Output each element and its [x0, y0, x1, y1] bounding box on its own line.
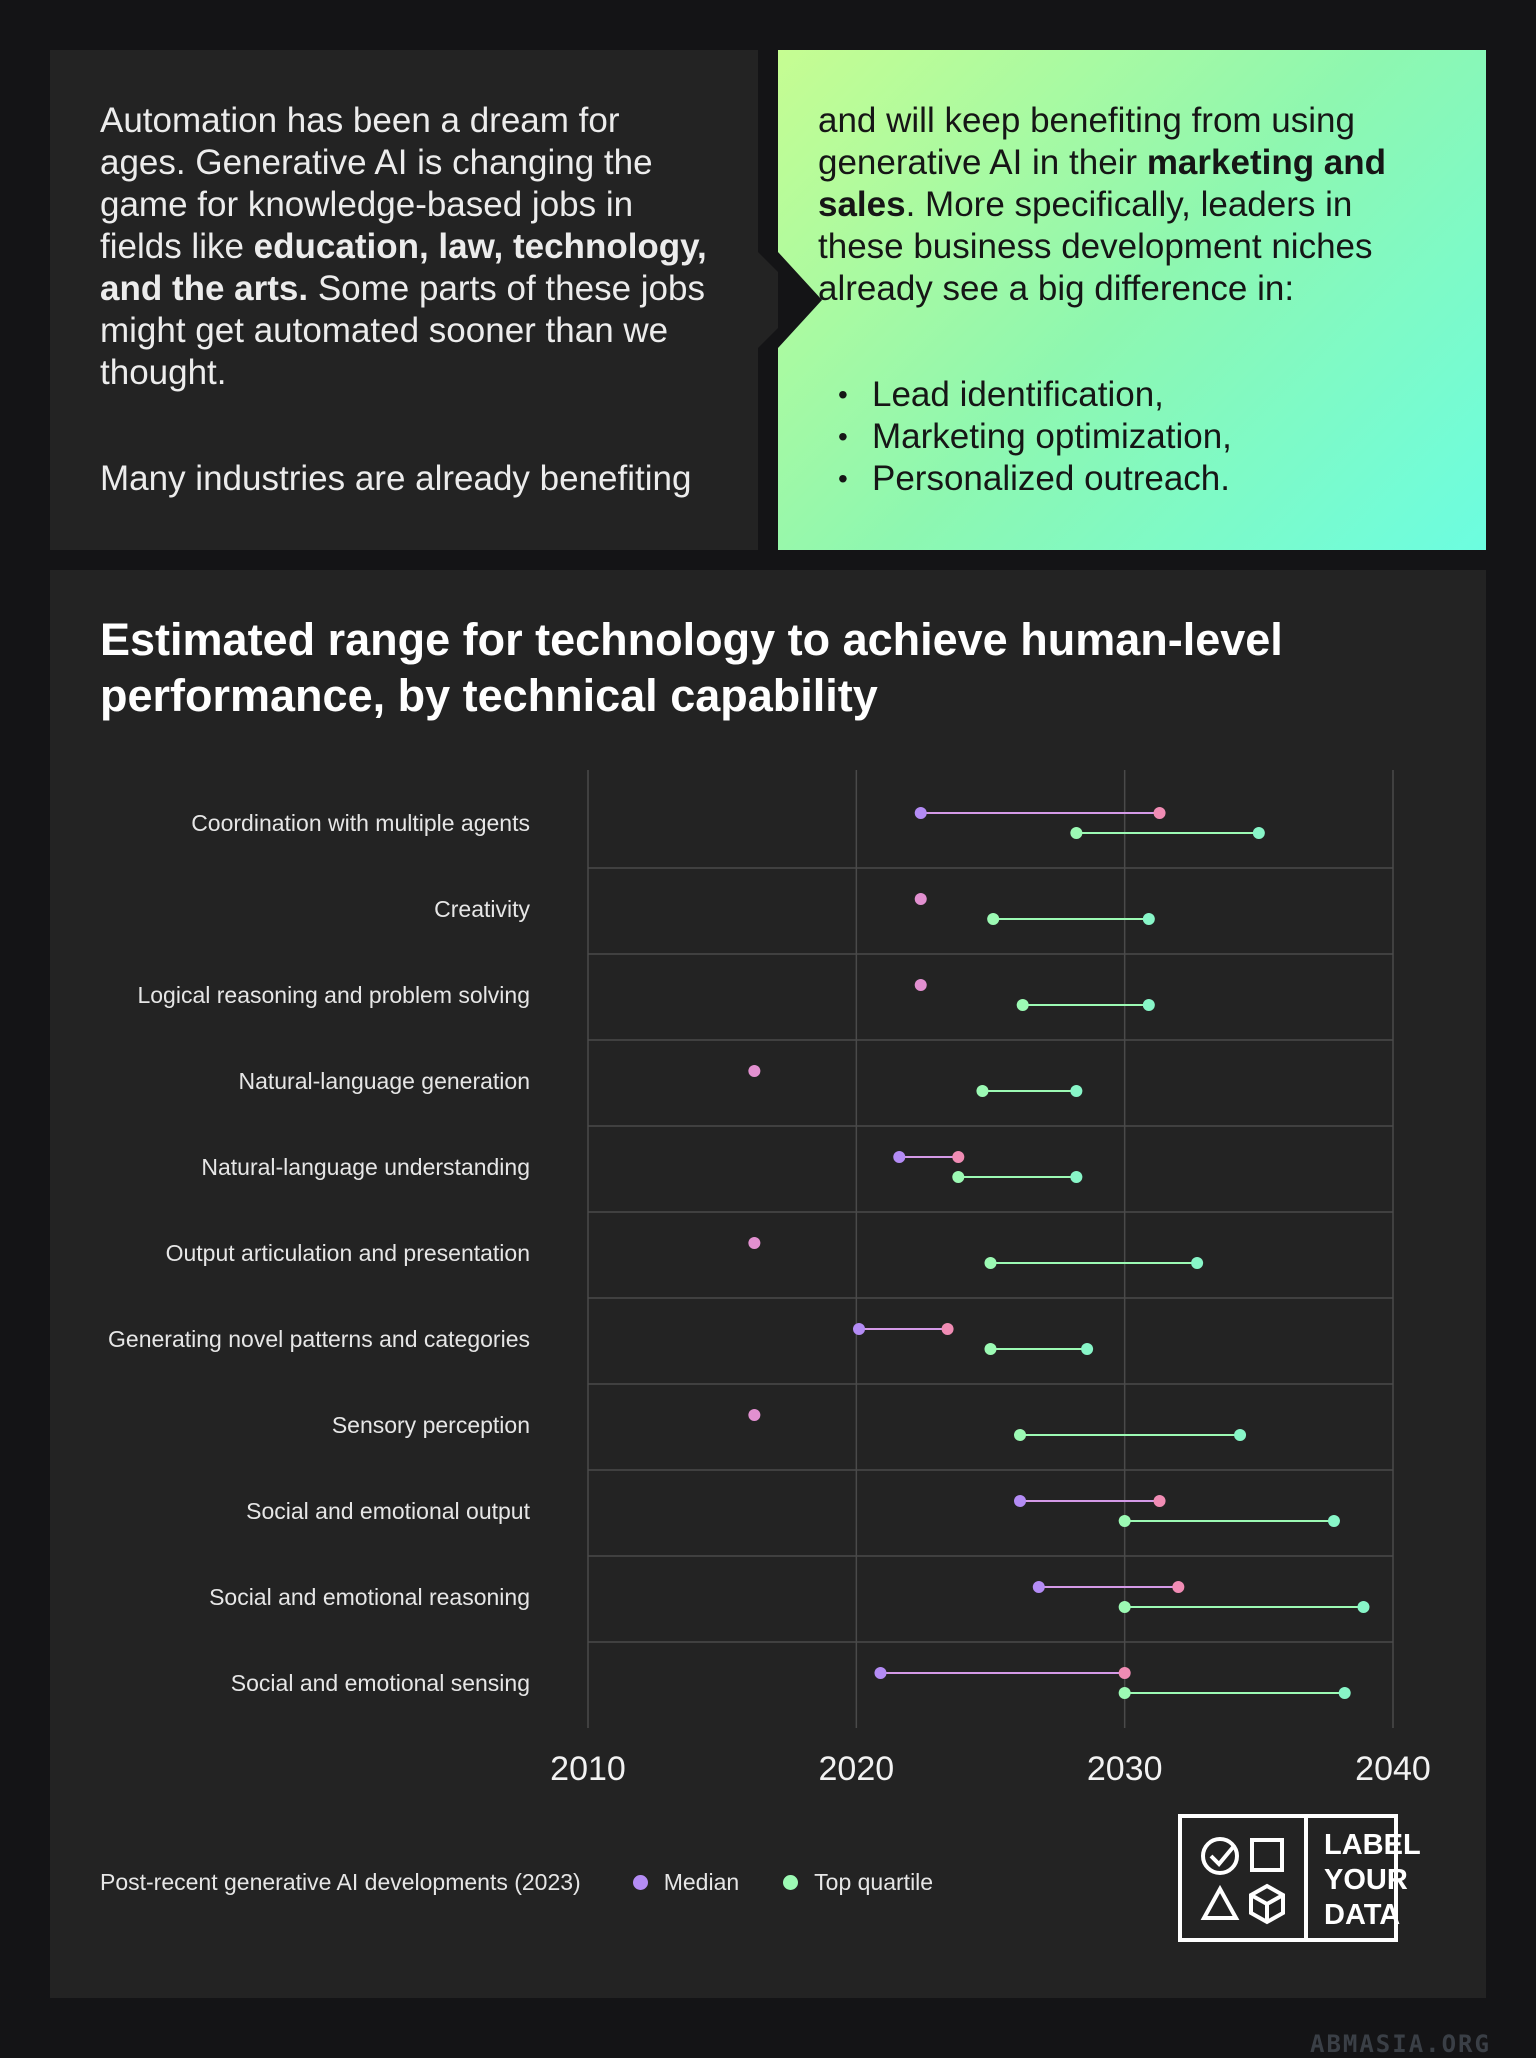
dumbbell-chart: 2010 2020 2030 2040 Coordination with multip…	[108, 770, 1431, 1788]
watermark: ABMASIA.ORG	[1310, 2030, 1491, 2058]
median-point	[748, 1065, 761, 1077]
top-quartile-start-point	[984, 1257, 997, 1269]
median-end-point	[1153, 1495, 1166, 1507]
median-end-point	[1172, 1581, 1185, 1593]
top-quartile-end-point	[1252, 827, 1265, 839]
x-tick-label: 2040	[1355, 1750, 1431, 1788]
legend-median-dot	[632, 1874, 648, 1890]
intro-text: Some parts of these jobs might get autom…	[100, 269, 705, 392]
median-start-point	[914, 807, 927, 819]
top-quartile-start-point	[1118, 1515, 1131, 1527]
legend-top-quartile-dot	[783, 1874, 799, 1890]
legend-top-quartile-label: Top quartile	[814, 1868, 934, 1895]
median-end-point	[1118, 1667, 1131, 1679]
benefit-list: Lead identification, Marketing optimizat…	[818, 374, 1446, 500]
top-quartile-end-point	[1357, 1601, 1370, 1613]
median-start-point	[874, 1667, 887, 1679]
top-quartile-start-point	[1016, 999, 1029, 1011]
intro-right-panel: and will keep benefiting from using gene…	[778, 50, 1486, 550]
logo-line: YOUR	[1324, 1864, 1408, 1896]
benefit-item: Personalized outreach.	[838, 458, 1446, 500]
median-start-point	[1014, 1495, 1027, 1507]
top-quartile-start-point	[952, 1171, 965, 1183]
top-quartile-start-point	[987, 913, 1000, 925]
top-quartile-start-point	[1014, 1429, 1027, 1441]
category-label: Generating novel patterns and categories	[108, 1326, 530, 1352]
benefit-item: Marketing optimization,	[838, 416, 1446, 458]
top-quartile-start-point	[976, 1085, 989, 1097]
median-start-point	[893, 1151, 906, 1163]
category-label: Creativity	[434, 896, 530, 922]
top-quartile-start-point	[1118, 1601, 1131, 1613]
top-quartile-end-point	[1142, 913, 1155, 925]
category-label: Output articulation and presentation	[166, 1240, 530, 1266]
x-tick-label: 2010	[550, 1750, 626, 1788]
x-tick-label: 2020	[819, 1750, 895, 1788]
logo-text: LABEL YOUR DATA	[1308, 1818, 1421, 1938]
logo-shapes-icon	[1200, 1837, 1285, 1925]
category-label: Logical reasoning and problem solving	[137, 982, 530, 1008]
notch-separator	[778, 252, 822, 348]
logo-icons	[1182, 1818, 1308, 1938]
x-tick-label: 2030	[1087, 1750, 1163, 1788]
top-quartile-end-point	[1338, 1687, 1351, 1699]
median-point	[914, 893, 927, 905]
top-quartile-end-point	[1327, 1515, 1340, 1527]
category-label: Social and emotional reasoning	[209, 1584, 530, 1610]
intro-right-paragraph: and will keep benefiting from using gene…	[818, 100, 1446, 310]
legend-median-label: Median	[663, 1868, 740, 1895]
median-point	[748, 1237, 761, 1249]
intro-bold-text: education, law, technology, and the arts…	[100, 227, 707, 308]
legend-prefix: Post-recent generative AI developments (…	[100, 1868, 581, 1895]
category-label: Natural-language understanding	[201, 1154, 530, 1180]
intro-bold-text: marketing and sales	[818, 143, 1387, 224]
chart-panel: Estimated range for technology to achiev…	[50, 570, 1486, 1998]
logo-line: DATA	[1324, 1899, 1401, 1931]
median-point	[914, 979, 927, 991]
median-end-point	[941, 1323, 954, 1335]
intro-left-paragraph-1: Automation has been a dream for ages. Ge…	[100, 100, 708, 394]
intro-text: Automation has been a dream for ages. Ge…	[100, 101, 653, 266]
intro-text: . More specifically, leaders in these bu…	[818, 185, 1373, 308]
top-quartile-end-point	[1070, 1085, 1083, 1097]
benefit-item: Lead identification,	[838, 374, 1446, 416]
category-label: Sensory perception	[332, 1412, 530, 1438]
top-quartile-start-point	[1070, 827, 1083, 839]
median-end-point	[1153, 807, 1166, 819]
median-start-point	[1032, 1581, 1045, 1593]
category-label: Social and emotional output	[246, 1498, 530, 1524]
top-quartile-end-point	[1070, 1171, 1083, 1183]
median-end-point	[952, 1151, 965, 1163]
category-label: Social and emotional sensing	[231, 1670, 530, 1696]
intro-left-paragraph-2: Many industries are already benefiting	[100, 459, 692, 498]
top-quartile-start-point	[1118, 1687, 1131, 1699]
median-start-point	[853, 1323, 866, 1335]
chart-legend: Post-recent generative AI developments (…	[100, 1862, 933, 1902]
top-quartile-end-point	[1234, 1429, 1247, 1441]
top-quartile-end-point	[1081, 1343, 1094, 1355]
chart-title: Estimated range for technology to achiev…	[100, 614, 1283, 721]
category-label: Natural-language generation	[238, 1068, 530, 1094]
top-quartile-end-point	[1142, 999, 1155, 1011]
top-quartile-start-point	[984, 1343, 997, 1355]
median-point	[748, 1409, 761, 1421]
top-quartile-end-point	[1191, 1257, 1204, 1269]
intro-text: and will keep benefiting from using gene…	[818, 101, 1355, 182]
intro-left-panel: Automation has been a dream for ages. Ge…	[50, 50, 758, 550]
category-label: Coordination with multiple agents	[191, 810, 530, 836]
label-your-data-logo: LABEL YOUR DATA	[1178, 1814, 1421, 1942]
logo-line: LABEL	[1324, 1829, 1421, 1861]
